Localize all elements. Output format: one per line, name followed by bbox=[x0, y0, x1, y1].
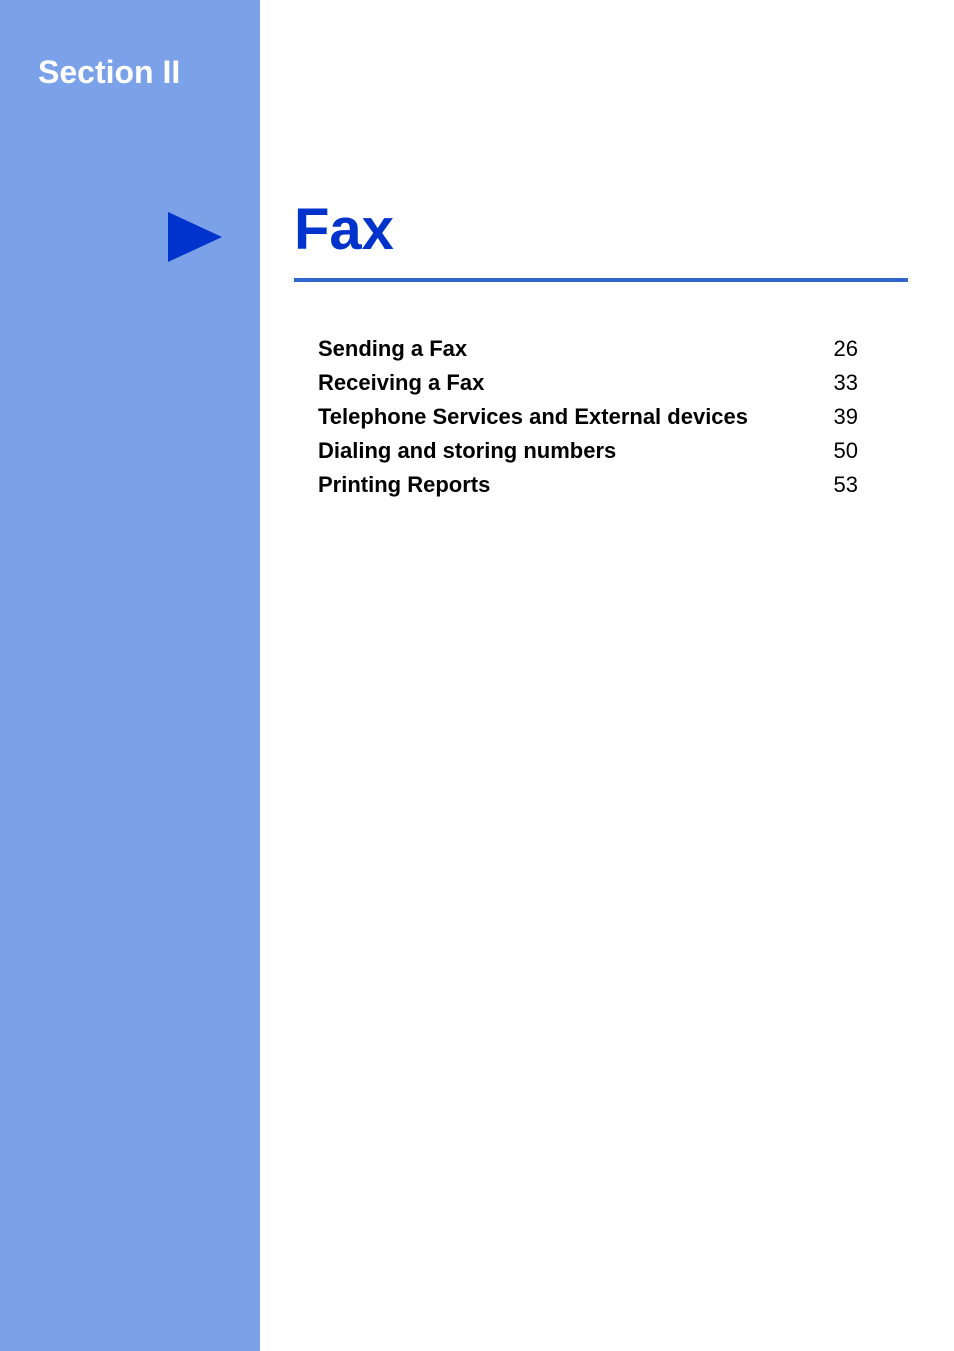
page-root: Section II Fax Sending a Fax 26 Receivin… bbox=[0, 0, 954, 1351]
toc-row: Sending a Fax 26 bbox=[318, 336, 858, 362]
toc-row: Dialing and storing numbers 50 bbox=[318, 438, 858, 464]
section-title: Fax bbox=[294, 196, 394, 263]
toc-item-page: 50 bbox=[834, 438, 858, 464]
section-label: Section II bbox=[38, 54, 180, 91]
toc-row: Telephone Services and External devices … bbox=[318, 404, 858, 430]
toc-item-title: Sending a Fax bbox=[318, 336, 467, 362]
toc-item-page: 26 bbox=[834, 336, 858, 362]
title-underline bbox=[294, 278, 908, 282]
sidebar-panel bbox=[0, 0, 260, 1351]
toc-item-title: Dialing and storing numbers bbox=[318, 438, 616, 464]
toc-item-page: 53 bbox=[834, 472, 858, 498]
toc-item-page: 33 bbox=[834, 370, 858, 396]
toc-item-page: 39 bbox=[834, 404, 858, 430]
table-of-contents: Sending a Fax 26 Receiving a Fax 33 Tele… bbox=[318, 336, 858, 506]
toc-item-title: Receiving a Fax bbox=[318, 370, 484, 396]
toc-row: Printing Reports 53 bbox=[318, 472, 858, 498]
play-triangle-icon bbox=[164, 208, 226, 271]
toc-row: Receiving a Fax 33 bbox=[318, 370, 858, 396]
toc-item-title: Telephone Services and External devices bbox=[318, 404, 748, 430]
toc-item-title: Printing Reports bbox=[318, 472, 490, 498]
